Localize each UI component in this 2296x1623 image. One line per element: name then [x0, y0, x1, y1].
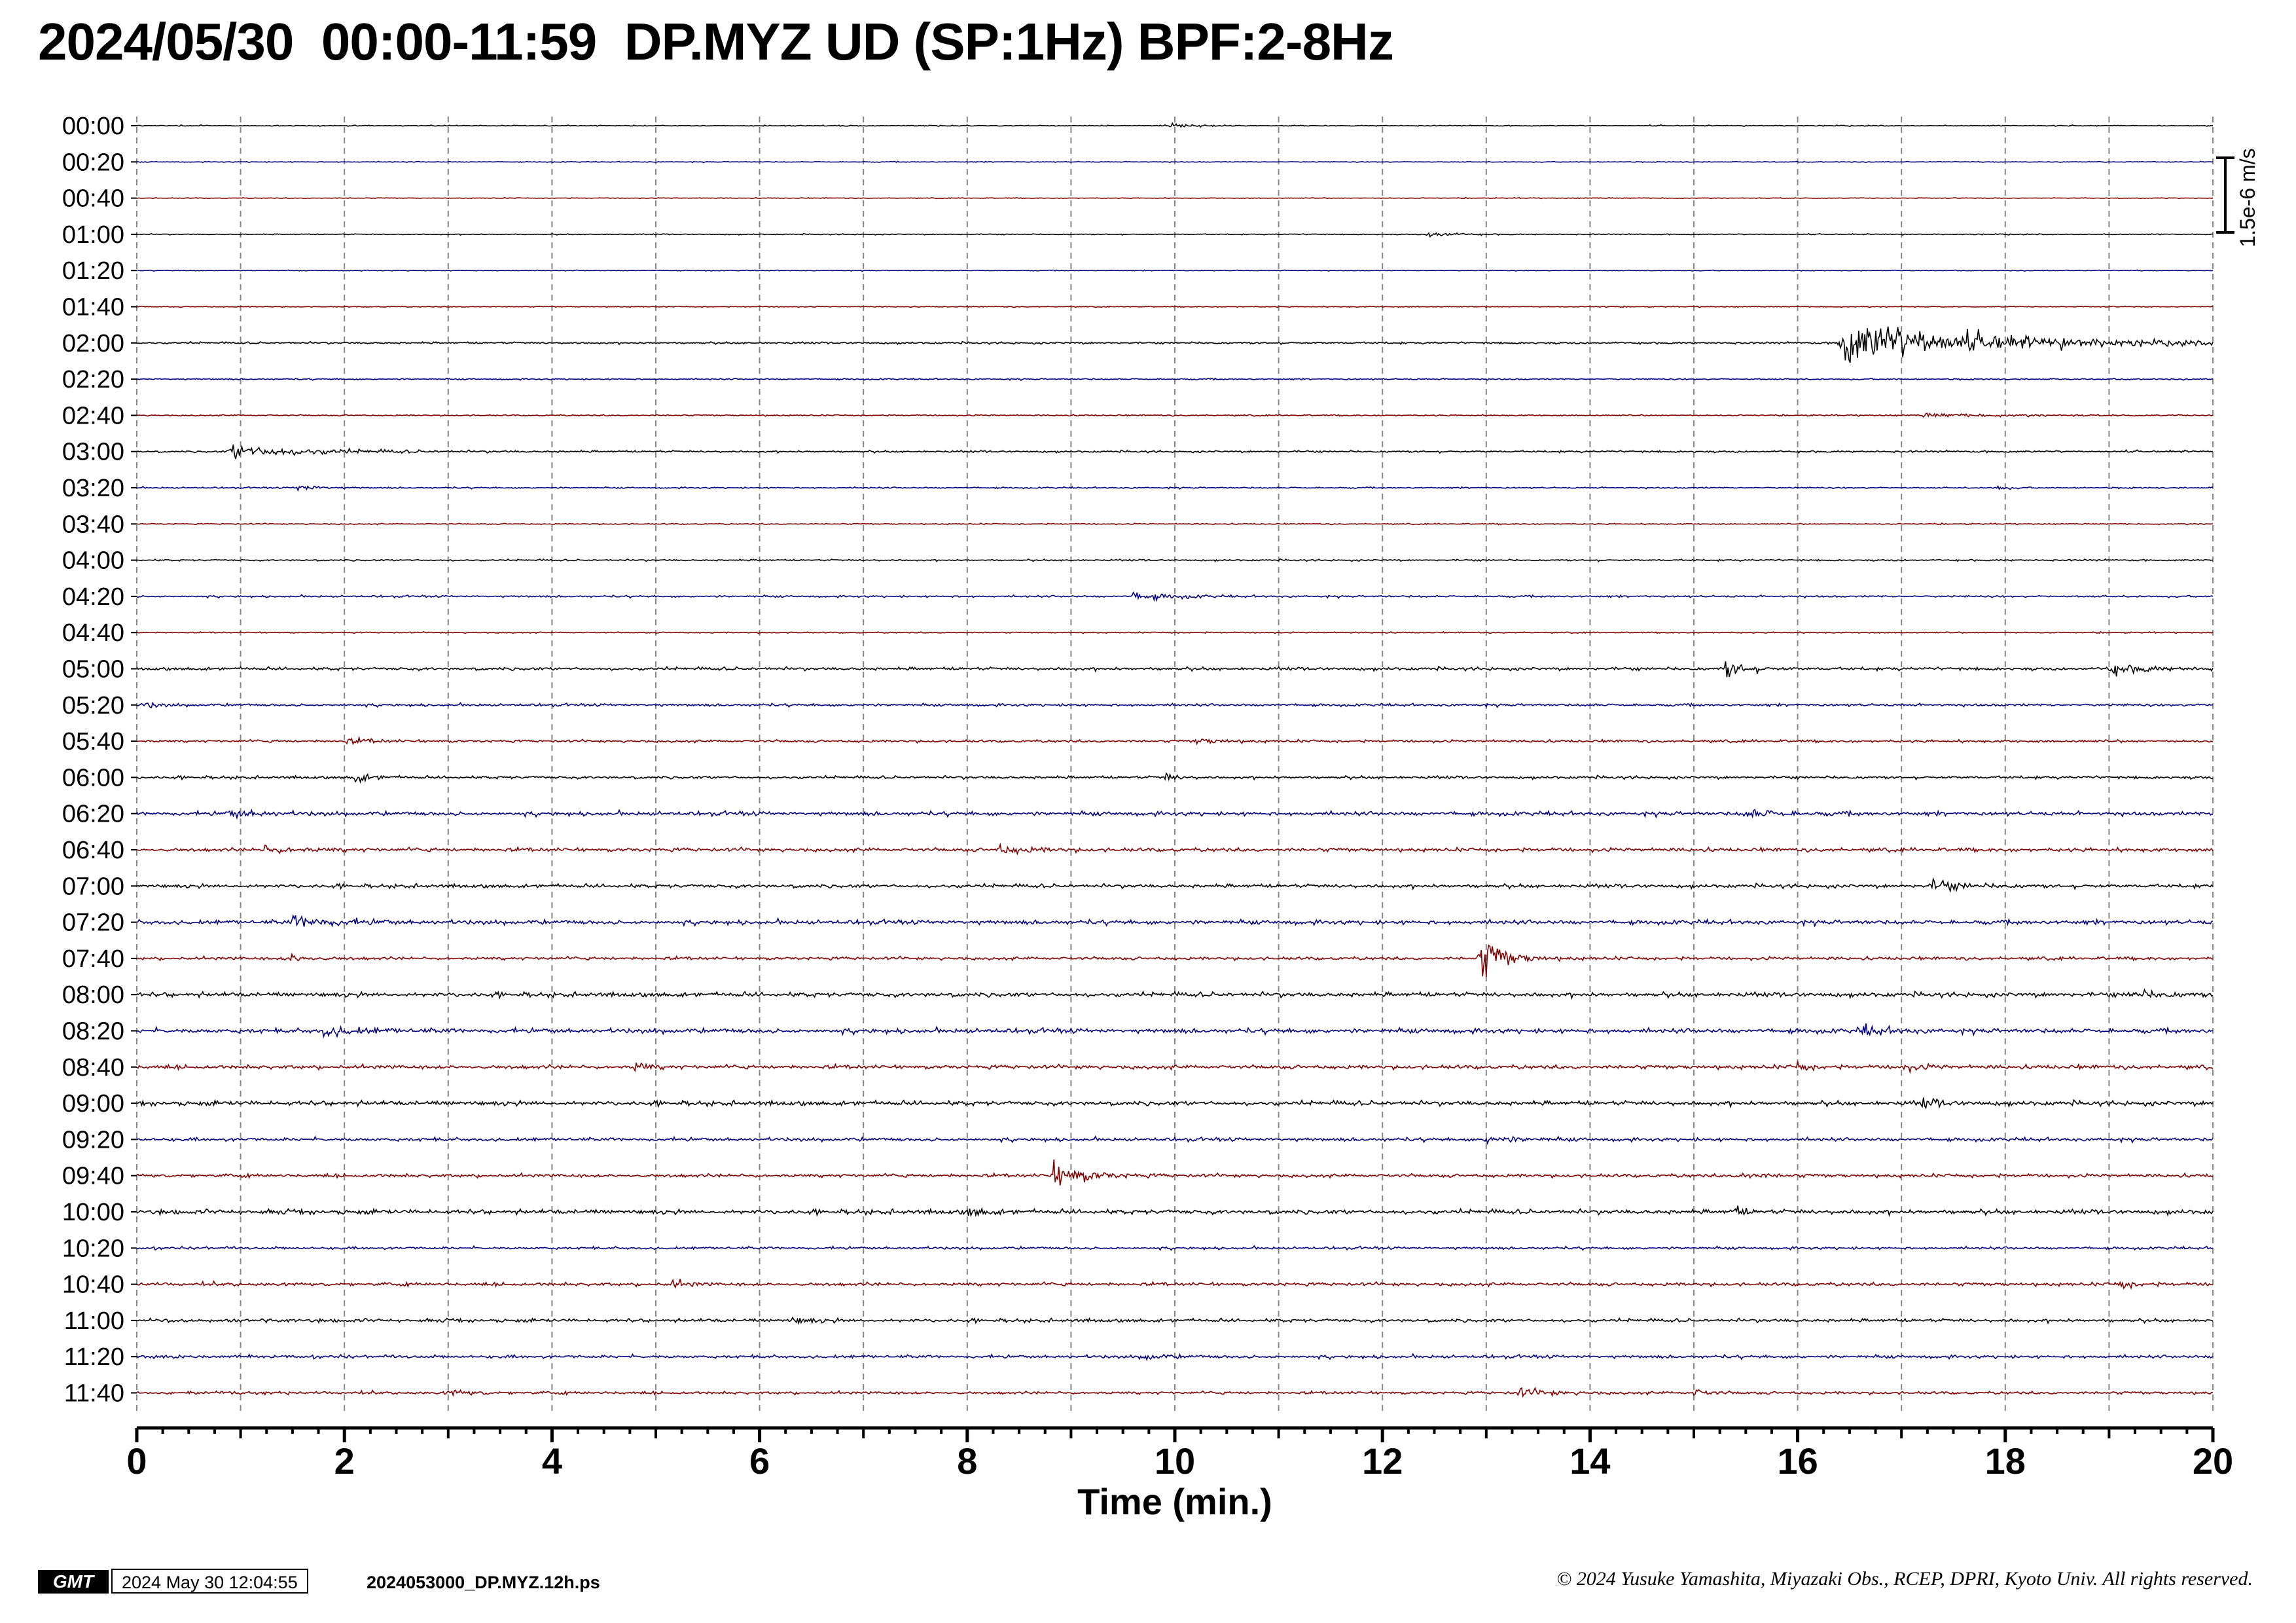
x-tick-label: 0 [126, 1440, 147, 1482]
trace-time-label: 09:20 [62, 1126, 124, 1154]
seismic-trace [136, 842, 2214, 856]
trace-time-label: 11:40 [64, 1380, 124, 1408]
trace-time-label: 02:40 [62, 402, 124, 429]
scale-bar-label: 1.5e-6 m/s [2236, 148, 2259, 247]
x-tick-label: 10 [1155, 1440, 1195, 1482]
seismic-trace [136, 808, 2214, 820]
trace-time-label: 04:00 [62, 547, 124, 575]
trace-time-label: 05:20 [62, 692, 124, 720]
trace-time-label: 09:40 [62, 1163, 124, 1190]
x-tick-label: 20 [2193, 1440, 2233, 1482]
seismic-trace [136, 1159, 2213, 1186]
grid-lines [136, 117, 2214, 1412]
trace-time-label: 05:00 [62, 656, 124, 684]
trace-time-label: 10:40 [62, 1271, 124, 1299]
x-tick-label: 6 [749, 1440, 770, 1482]
trace-time-label: 08:00 [62, 981, 124, 1009]
seismic-trace [136, 701, 2214, 708]
trace-time-label: 06:00 [62, 764, 124, 792]
trace-time-label: 03:40 [62, 511, 124, 538]
trace-time-label: 02:20 [62, 366, 124, 393]
trace-time-label: 03:00 [62, 439, 124, 466]
seismic-trace [136, 444, 2214, 460]
x-axis-label: Time (min.) [1077, 1481, 1272, 1522]
x-tick-label: 16 [1777, 1440, 1818, 1482]
seismic-trace [136, 1353, 2214, 1362]
seismic-trace [136, 1245, 2214, 1251]
trace-time-label: 06:40 [62, 837, 124, 864]
page-title: 2024/05/30 00:00-11:59 DP.MYZ UD (SP:1Hz… [38, 12, 1394, 71]
seismic-trace [136, 914, 2214, 928]
trace-time-label: 07:00 [62, 873, 124, 900]
trace-time-label: 05:40 [62, 728, 124, 756]
x-tick-label: 2 [334, 1440, 355, 1482]
trace-time-label: 00:40 [62, 185, 124, 213]
x-tick-label: 4 [542, 1440, 562, 1482]
x-tick-label: 14 [1570, 1440, 1610, 1482]
trace-time-label: 06:20 [62, 801, 124, 828]
trace-time-label: 00:00 [62, 113, 124, 140]
trace-label-layer: 00:00 00:20 00:40 01:00 01:20 01:40 02:00 02:20… [62, 113, 137, 1408]
trace-time-label: 01:20 [62, 257, 124, 285]
footer-date: 2024 May 30 12:04:55 [111, 1569, 308, 1594]
trace-time-label: 09:00 [62, 1090, 124, 1118]
seismic-trace [136, 1205, 2214, 1218]
seismic-trace [136, 1386, 2214, 1398]
trace-time-label: 07:20 [62, 909, 124, 937]
x-tick-label: 18 [1985, 1440, 2026, 1482]
gmt-logo: GMT [38, 1570, 109, 1594]
trace-layer [136, 122, 2214, 1398]
x-tick-label: 8 [957, 1440, 977, 1482]
trace-time-label: 11:00 [64, 1307, 124, 1335]
seismic-trace [136, 1023, 2213, 1039]
seismic-trace [136, 630, 2214, 634]
trace-time-label: 11:20 [64, 1343, 124, 1371]
seismic-trace [136, 661, 2214, 678]
seismic-trace [136, 377, 2214, 382]
seismic-trace [136, 160, 2214, 164]
seismic-trace [136, 305, 2214, 308]
seismic-trace [136, 591, 2214, 602]
trace-time-label: 01:00 [62, 221, 124, 249]
trace-time-label: 08:40 [62, 1054, 124, 1082]
seismic-trace [136, 196, 2214, 200]
seismic-trace [136, 988, 2214, 1000]
seismic-trace [136, 269, 2214, 272]
trace-time-label: 04:40 [62, 619, 124, 647]
trace-time-label: 03:20 [62, 475, 124, 502]
seismic-trace [136, 1316, 2214, 1325]
seismic-trace [136, 1278, 2214, 1290]
trace-time-label: 07:40 [62, 945, 124, 973]
seismic-trace [136, 484, 2213, 492]
seismic-trace [137, 1097, 2214, 1110]
trace-time-label: 08:20 [62, 1018, 124, 1046]
seismic-trace [136, 772, 2214, 784]
trace-time-label: 00:20 [62, 149, 124, 176]
scale-bar: 1.5e-6 m/s [2216, 148, 2259, 247]
trace-time-label: 01:40 [62, 294, 124, 321]
seismic-trace [136, 232, 2214, 238]
seismic-trace [136, 122, 2214, 128]
seismic-trace [136, 1135, 2214, 1146]
x-tick-label: 12 [1362, 1440, 1403, 1482]
trace-time-label: 02:00 [62, 330, 124, 357]
seismic-trace [137, 522, 2214, 526]
seismic-trace [136, 558, 2214, 562]
x-axis: 0 2 4 6 8 10 12 14 16 18 20 Time (min.) [126, 1426, 2233, 1522]
seismic-trace [136, 326, 2214, 363]
seismic-trace [136, 877, 2214, 893]
trace-time-label: 10:20 [62, 1235, 124, 1262]
seismic-trace [136, 412, 2214, 418]
footer-copyright: © 2024 Yusuke Yamashita, Miyazaki Obs., … [1556, 1568, 2253, 1590]
trace-time-label: 10:00 [62, 1199, 124, 1226]
seismic-trace [136, 1061, 2214, 1074]
footer-filename: 2024053000_DP.MYZ.12h.ps [367, 1573, 600, 1592]
seismic-trace [136, 944, 2214, 977]
trace-time-label: 04:20 [62, 583, 124, 611]
seismic-trace [136, 735, 2214, 746]
